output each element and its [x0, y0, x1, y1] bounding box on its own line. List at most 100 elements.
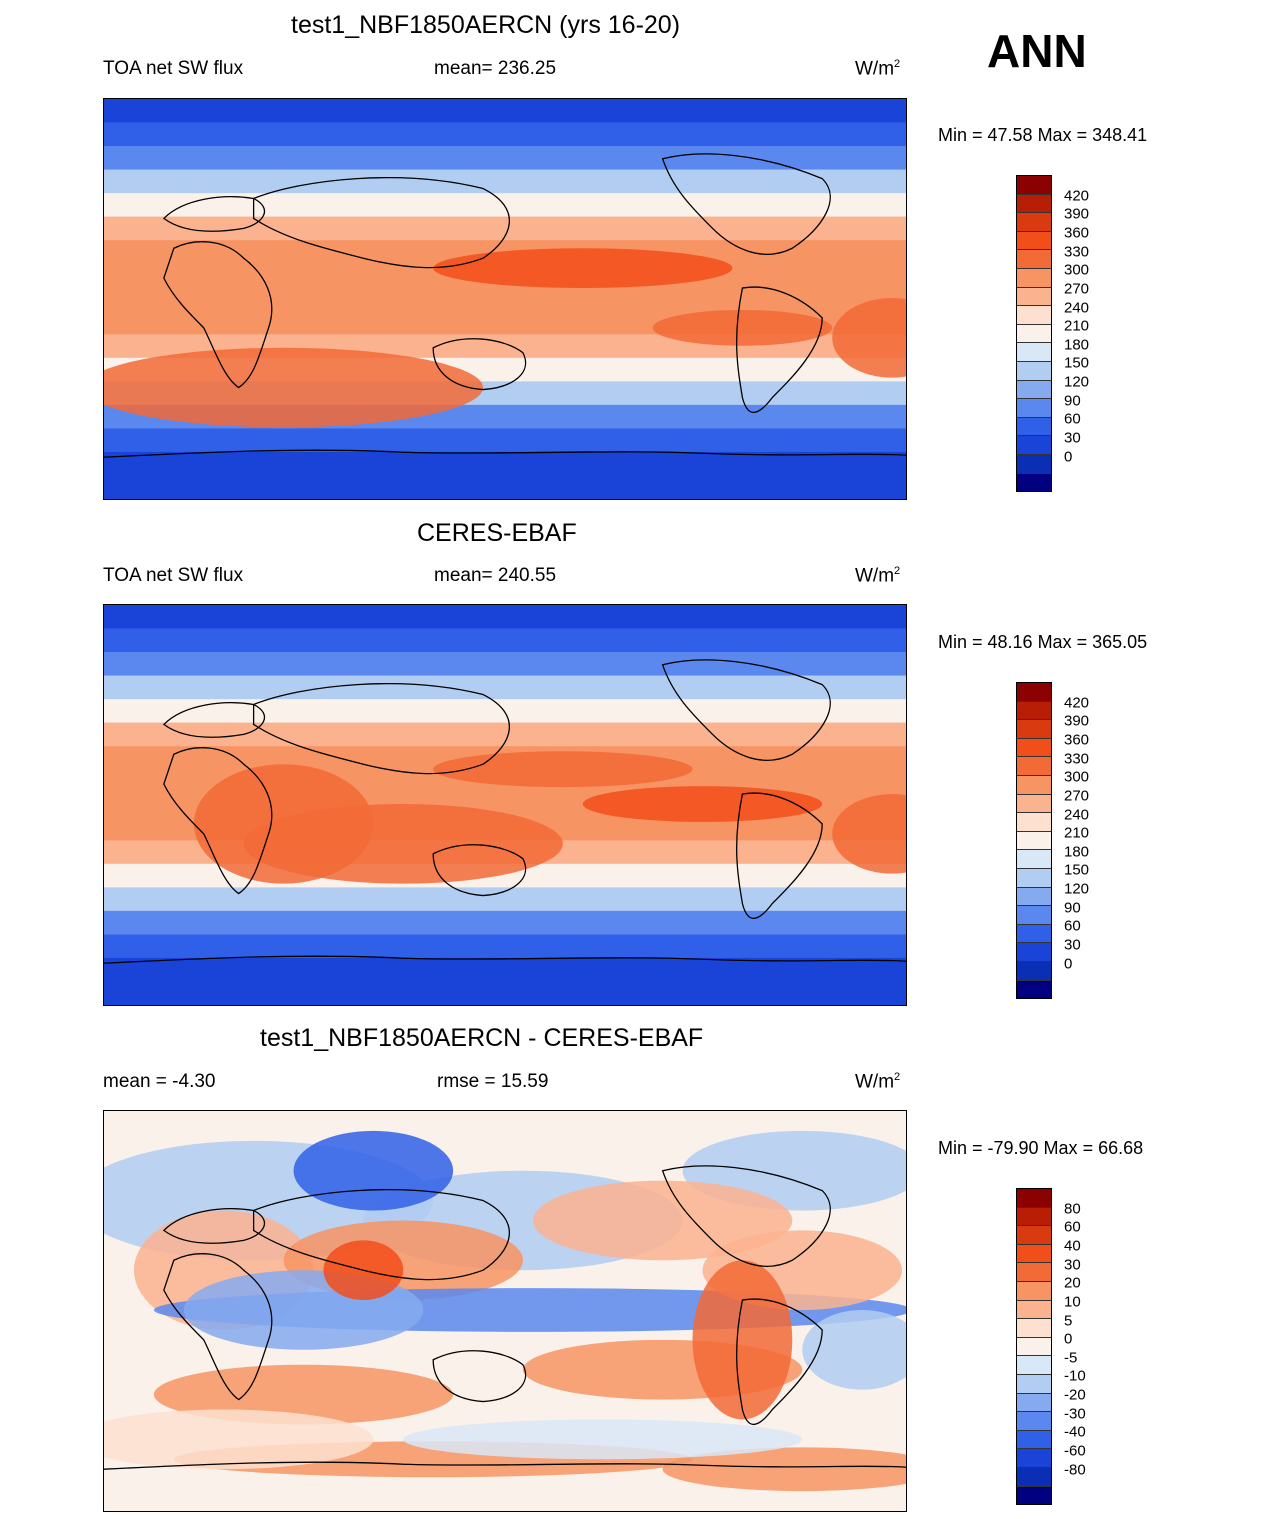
colorbar-swatch [1017, 1207, 1051, 1227]
colorbar-label: 150 [1064, 354, 1090, 372]
colorbar-swatch [1017, 961, 1051, 981]
colorbar-swatch [1017, 287, 1051, 307]
panel-1-units: W/m2 [855, 58, 901, 80]
colorbar-swatch [1017, 250, 1051, 269]
panel-1-map-svg [104, 99, 906, 499]
colorbar-swatch [1017, 1319, 1051, 1338]
panel-2-field [104, 605, 906, 1005]
colorbar-label: 80 [1064, 1200, 1081, 1218]
panel-3-field [104, 1111, 906, 1511]
colorbar-label: 390 [1064, 205, 1090, 223]
colorbar-label: 180 [1064, 843, 1090, 861]
colorbar-swatch [1017, 231, 1051, 251]
colorbar-label: 240 [1064, 806, 1090, 824]
colorbar-label: 0 [1064, 955, 1073, 973]
colorbar-swatch [1017, 194, 1051, 214]
colorbar-label: 20 [1064, 1274, 1081, 1292]
panel-3-minmax: Min = -79.90 Max = 66.68 [938, 1138, 1144, 1158]
colorbar-label: 210 [1064, 824, 1090, 842]
panel-2-map [103, 604, 907, 1006]
panel-2-variable: TOA net SW flux [103, 565, 244, 586]
colorbar-label: 10 [1064, 1293, 1081, 1311]
panel-3-title: test1_NBF1850AERCN - CERES-EBAF [260, 1024, 704, 1052]
colorbar-swatch [1017, 813, 1051, 832]
colorbar-label: 60 [1064, 1218, 1081, 1236]
colorbar-swatch [1017, 850, 1051, 869]
colorbar-swatch [1017, 1449, 1051, 1468]
colorbar-label: -10 [1064, 1367, 1086, 1385]
colorbar-label: 180 [1064, 336, 1090, 354]
colorbar-swatch [1017, 868, 1051, 888]
colorbar-label: 270 [1064, 787, 1090, 805]
colorbar-swatch [1017, 1263, 1051, 1282]
colorbar-swatch [1017, 943, 1051, 962]
panel-1-field [104, 99, 906, 499]
colorbar-label: 30 [1064, 1256, 1081, 1274]
panel-3-map-svg [104, 1111, 906, 1511]
colorbar-swatch [1017, 361, 1051, 381]
colorbar-label: 360 [1064, 224, 1090, 242]
colorbar-swatch [1017, 1281, 1051, 1301]
colorbar-swatch [1017, 1393, 1051, 1413]
colorbar-swatch [1017, 1412, 1051, 1431]
colorbar-swatch [1017, 794, 1051, 814]
panel-3-mean: mean = -4.30 [103, 1071, 216, 1092]
colorbar-swatch [1017, 924, 1051, 944]
colorbar-swatch [1017, 454, 1051, 474]
panel-1-colorbar-labels: 420 390 360 330 300 270 240 210 180 150 120 90 60 30 0 [1064, 175, 1124, 492]
panel-2-colorbar [1016, 682, 1052, 999]
panel-2-colorbar-labels: 420 390 360 330 300 270 240 210 180 150 120 90 60 30 0 [1064, 682, 1124, 999]
season-label: ANN [987, 25, 1087, 77]
panel-3-rmse: rmse = 15.59 [437, 1071, 549, 1092]
colorbar-swatch [1017, 1374, 1051, 1394]
colorbar-swatch [1017, 380, 1051, 400]
colorbar-swatch [1017, 1430, 1051, 1450]
colorbar-label: 30 [1064, 936, 1081, 954]
colorbar-label: 90 [1064, 392, 1081, 410]
panel-3-units: W/m2 [855, 1071, 901, 1093]
colorbar-swatch [1017, 1226, 1051, 1245]
colorbar-swatch [1017, 1467, 1051, 1487]
colorbar-label: -5 [1064, 1349, 1078, 1367]
colorbar-label: 330 [1064, 243, 1090, 261]
colorbar-swatch [1017, 306, 1051, 325]
colorbar-label: 0 [1064, 448, 1073, 466]
colorbar-label: 270 [1064, 280, 1090, 298]
colorbar-swatch [1017, 268, 1051, 288]
colorbar-label: 300 [1064, 261, 1090, 279]
colorbar-label: -80 [1064, 1461, 1086, 1479]
colorbar-label: 30 [1064, 429, 1081, 447]
colorbar-swatch [1017, 473, 1051, 492]
colorbar-swatch [1017, 683, 1051, 702]
panel-2-map-svg [104, 605, 906, 1005]
panel-1-map [103, 98, 907, 500]
colorbar-label: 60 [1064, 917, 1081, 935]
colorbar-label: 90 [1064, 899, 1081, 917]
panel-2-title: CERES-EBAF [417, 519, 577, 547]
colorbar-swatch [1017, 213, 1051, 232]
panel-2-coastlines [104, 659, 906, 964]
colorbar-label: 60 [1064, 410, 1081, 428]
panel-1-mean: mean= 236.25 [434, 58, 557, 79]
panel-3-coastlines [104, 1165, 906, 1470]
colorbar-swatch [1017, 775, 1051, 795]
colorbar-swatch [1017, 343, 1051, 362]
colorbar-label: 360 [1064, 731, 1090, 749]
colorbar-label: 420 [1064, 694, 1090, 712]
colorbar-label: 300 [1064, 768, 1090, 786]
panel-2-units: W/m2 [855, 565, 901, 587]
colorbar-swatch [1017, 1189, 1051, 1208]
colorbar-label: 5 [1064, 1312, 1073, 1330]
colorbar-swatch [1017, 436, 1051, 455]
colorbar-label: -60 [1064, 1442, 1086, 1460]
panel-2-mean: mean= 240.55 [434, 565, 557, 586]
colorbar-swatch [1017, 720, 1051, 739]
colorbar-label: 420 [1064, 187, 1090, 205]
colorbar-swatch [1017, 887, 1051, 907]
colorbar-swatch [1017, 1300, 1051, 1320]
colorbar-swatch [1017, 399, 1051, 418]
colorbar-swatch [1017, 980, 1051, 999]
colorbar-label: 120 [1064, 880, 1090, 898]
panel-3-map [103, 1110, 907, 1512]
panel-3-colorbar [1016, 1188, 1052, 1505]
